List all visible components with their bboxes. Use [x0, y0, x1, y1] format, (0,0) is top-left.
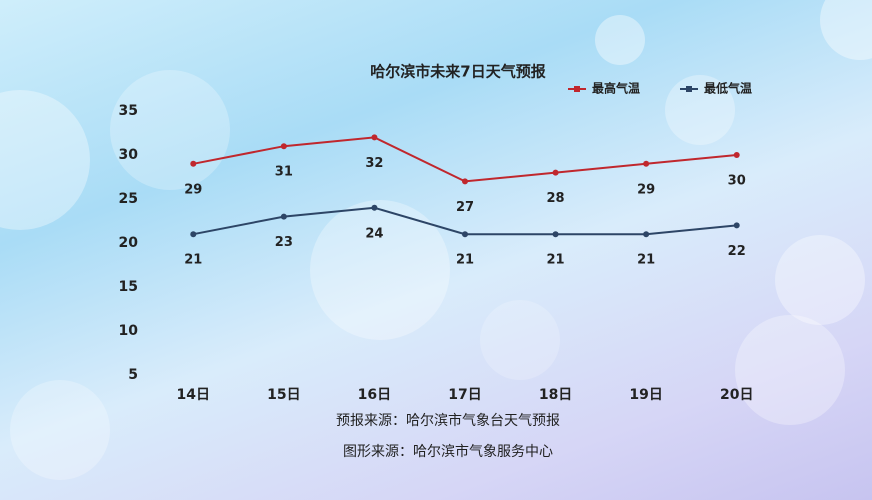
y-tick-label: 20	[119, 235, 139, 251]
data-label: 30	[728, 174, 746, 189]
x-tick-label: 19日	[629, 387, 662, 403]
point	[371, 134, 378, 141]
x-tick-label: 14日	[177, 387, 210, 403]
data-label: 21	[637, 253, 655, 268]
x-tick-label: 18日	[539, 387, 572, 403]
legend-label: 最高气温	[592, 81, 640, 96]
x-tick-label: 15日	[267, 387, 300, 403]
y-tick-label: 35	[119, 103, 138, 119]
x-tick-label: 16日	[358, 387, 391, 403]
point	[643, 231, 650, 238]
x-tick-label: 20日	[720, 387, 753, 403]
chart-title: 哈尔滨市未来7日天气预报	[370, 63, 545, 81]
y-tick-label: 15	[119, 279, 138, 295]
data-label: 29	[184, 182, 202, 197]
point	[733, 152, 740, 158]
data-label: 23	[275, 235, 293, 250]
data-label: 24	[365, 226, 383, 241]
legend-marker	[574, 86, 580, 92]
data-label: 31	[275, 165, 293, 180]
point	[190, 231, 197, 238]
data-label: 21	[456, 253, 474, 268]
point	[462, 178, 468, 185]
x-tick-label: 17日	[448, 387, 481, 403]
data-label: 28	[547, 191, 565, 206]
legend-label: 最低气温	[704, 81, 752, 96]
data-label: 29	[637, 182, 655, 197]
point	[552, 169, 559, 176]
y-tick-label: 10	[119, 323, 139, 339]
y-tick-label: 30	[119, 147, 139, 163]
point	[462, 231, 468, 238]
footnote: 图形来源：哈尔滨市气象服务中心	[343, 443, 553, 460]
legend-marker	[686, 86, 692, 92]
data-label: 22	[728, 244, 746, 259]
point	[552, 231, 559, 238]
point	[733, 222, 740, 229]
data-label: 32	[365, 156, 383, 171]
data-label: 27	[456, 200, 474, 215]
y-tick-label: 25	[119, 191, 138, 207]
data-label: 21	[184, 253, 202, 268]
point	[371, 204, 378, 211]
bokeh	[0, 0, 872, 480]
point	[643, 160, 650, 167]
footnote: 预报来源：哈尔滨市气象台天气预报	[336, 412, 560, 429]
point	[280, 143, 287, 150]
point	[190, 160, 197, 167]
data-label: 21	[547, 253, 565, 268]
y-tick-label: 5	[128, 367, 138, 383]
point	[280, 213, 287, 220]
